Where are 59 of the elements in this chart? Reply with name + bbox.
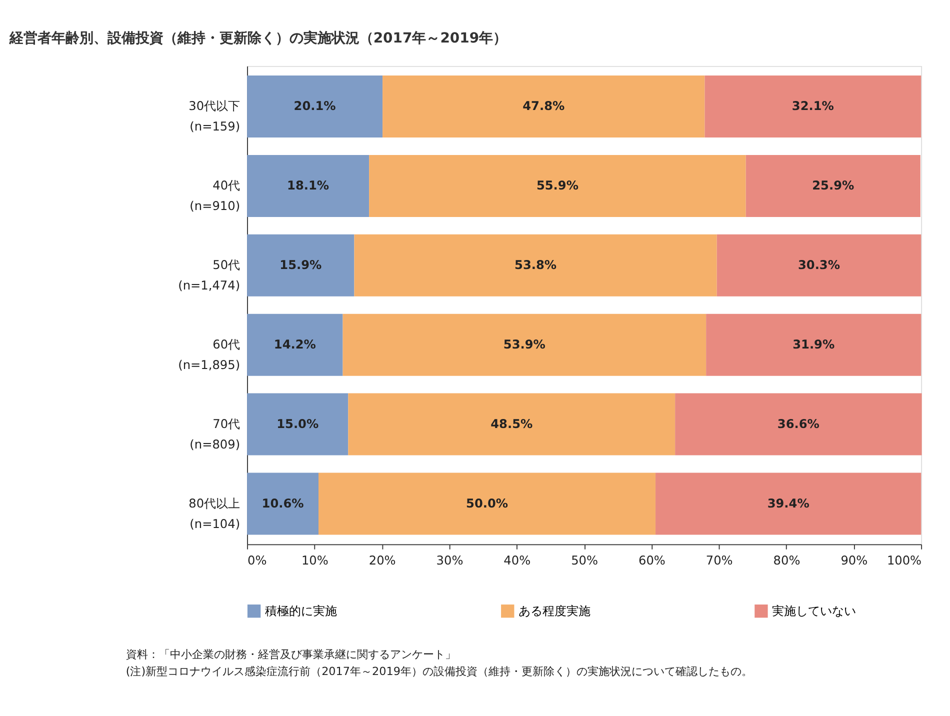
bar [704, 76, 922, 138]
data-label: 10.6% [262, 496, 304, 510]
bar [348, 393, 676, 456]
bar [318, 472, 656, 535]
data-label: 36.6% [777, 417, 820, 432]
data-label: 20.1% [294, 99, 336, 114]
bar [656, 472, 922, 535]
x-tick-label: 0% [248, 553, 267, 568]
bar [746, 154, 920, 217]
bar [247, 393, 348, 456]
x-tick-label: 60% [638, 553, 666, 568]
legend-label: ある程度実施 [518, 604, 590, 618]
bar [716, 234, 922, 296]
data-label: 18.1% [287, 178, 330, 193]
y-tick-label: 50代 (n=1,474) [178, 258, 240, 293]
x-tick-label: 80% [773, 553, 800, 568]
legend-label: 実施していない [772, 604, 856, 618]
text: 資料：「中小企業の財務・経営及び事業承継に関するアンケート」 [126, 648, 456, 661]
bar [675, 393, 922, 456]
y-tick-label: 30代以下 (n=159) [188, 99, 240, 134]
x-tick-label: 40% [504, 553, 531, 568]
bar [369, 154, 746, 217]
x-tick-label: 30% [436, 553, 464, 568]
bar [342, 314, 706, 376]
bar [354, 234, 717, 296]
text: (注)新型コロナウイルス感染症流行前（2017年～2019年）の設備投資（維持・更新除く）の実施状況について確認したもの。 [126, 664, 752, 678]
y-tick-label: 40代 (n=910) [190, 178, 240, 214]
y-tick-label: 60代 (n=1,895) [178, 338, 240, 372]
data-label: 32.1% [792, 99, 834, 114]
x-tick-label: 20% [368, 553, 396, 568]
y-tick-label: 70代 (n=809) [190, 417, 240, 452]
data-label: 30.3% [798, 258, 840, 272]
x-tick-label: 50% [571, 553, 598, 568]
data-label: 39.4% [767, 496, 810, 510]
y-tick-label: 80代以上 (n=104) [188, 496, 240, 531]
bar [247, 472, 319, 535]
bar [247, 234, 354, 296]
x-tick-label: 100% [886, 553, 922, 568]
data-label: 50.0% [466, 496, 508, 510]
legend-label: 積極的に実施 [264, 604, 337, 618]
data-label: 55.9% [536, 178, 578, 193]
data-label: 53.9% [503, 338, 546, 352]
data-label: 48.5% [490, 417, 533, 432]
bar [247, 76, 383, 138]
x-tick-label: 10% [301, 553, 328, 568]
data-label: 15.9% [280, 258, 322, 272]
bar [247, 154, 370, 217]
data-label: 31.9% [792, 338, 835, 352]
data-label: 47.8% [522, 99, 565, 114]
bar [706, 314, 922, 376]
x-tick-label: 70% [706, 553, 733, 568]
bar [382, 76, 705, 138]
x-tick-label: 90% [840, 553, 868, 568]
bar [247, 314, 343, 376]
data-label: 14.2% [274, 338, 316, 352]
data-label: 25.9% [812, 178, 854, 193]
data-label: 15.0% [276, 417, 319, 432]
chart-title: 経営者年齢別、設備投資（維持・更新除く）の実施状況（2017年～2019年） [8, 30, 508, 47]
data-label: 53.8% [514, 258, 557, 272]
